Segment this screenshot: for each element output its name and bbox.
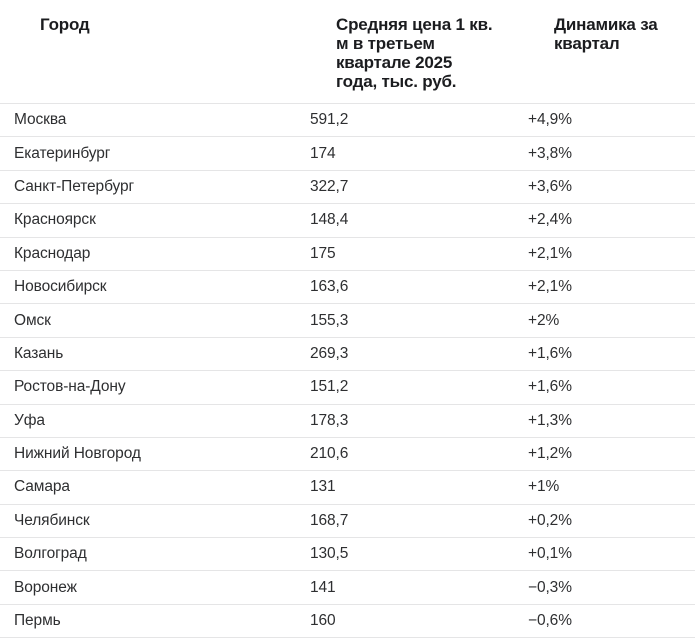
price-cell: 141 (310, 578, 336, 596)
column-header-city: Город (40, 15, 90, 34)
table-row: Воронеж 141 −0,3% (0, 570, 695, 603)
change-cell: +1,3% (528, 411, 572, 429)
column-header-change: Динамика за квартал (554, 15, 658, 54)
change-cell: +2% (528, 311, 560, 329)
price-cell: 591,2 (310, 111, 349, 129)
city-cell: Санкт-Петербург (14, 177, 135, 195)
city-cell: Челябинск (14, 511, 90, 529)
price-cell: 269,3 (310, 344, 349, 362)
table-header-row: Город Средняя цена 1 кв. м в третьем ква… (0, 0, 695, 103)
table-row: Челябинск 168,7 +0,2% (0, 503, 695, 537)
table-row: Екатеринбург 174 +3,8% (0, 136, 695, 169)
price-cell: 174 (310, 144, 336, 162)
table-row: Санкт-Петербург 322,7 +3,6% (0, 169, 695, 203)
city-cell: Омск (14, 311, 51, 329)
change-cell: +4,9% (528, 111, 572, 129)
city-cell: Уфа (14, 411, 45, 429)
change-cell: +1,6% (528, 378, 572, 396)
price-cell: 322,7 (310, 177, 349, 195)
price-cell: 148,4 (310, 211, 349, 229)
table-row: Пермь 160 −0,6% (0, 603, 695, 637)
table-row: Краснодар 175 +2,1% (0, 236, 695, 270)
price-cell: 130,5 (310, 545, 349, 563)
table-row: Казань 269,3 +1,6% (0, 336, 695, 370)
change-cell: −0,6% (528, 612, 572, 630)
change-cell: +2,1% (528, 278, 572, 296)
table-row: Самара 131 +1% (0, 470, 695, 503)
city-cell: Пермь (14, 612, 61, 630)
column-header-price: Средняя цена 1 кв. м в третьем квартале … (336, 15, 493, 92)
city-cell: Новосибирск (14, 278, 107, 296)
change-cell: +3,8% (528, 144, 572, 162)
change-cell: +1,2% (528, 445, 572, 463)
city-cell: Воронеж (14, 578, 77, 596)
table-row: Нижний Новгород 210,6 +1,2% (0, 436, 695, 470)
change-cell: −0,3% (528, 578, 572, 596)
city-cell: Казань (14, 344, 64, 362)
table-row: Уфа 178,3 +1,3% (0, 403, 695, 437)
price-cell: 155,3 (310, 311, 349, 329)
table-body: Москва 591,2 +4,9% Екатеринбург 174 +3,8… (0, 103, 695, 639)
city-cell: Красноярск (14, 211, 96, 229)
city-cell: Краснодар (14, 244, 91, 262)
city-cell: Волгоград (14, 545, 87, 563)
table-row: Омск 155,3 +2% (0, 303, 695, 336)
price-cell: 168,7 (310, 511, 349, 529)
city-cell: Нижний Новгород (14, 445, 141, 463)
price-cell: 151,2 (310, 378, 349, 396)
price-cell: 178,3 (310, 411, 349, 429)
change-cell: +1,6% (528, 344, 572, 362)
price-cell: 210,6 (310, 445, 349, 463)
price-cell: 160 (310, 612, 336, 630)
price-cell: 163,6 (310, 278, 349, 296)
change-cell: +1% (528, 478, 560, 496)
table-row: Новосибирск 163,6 +2,1% (0, 269, 695, 303)
city-cell: Самара (14, 478, 70, 496)
city-cell: Ростов-на-Дону (14, 378, 126, 396)
change-cell: +0,2% (528, 511, 572, 529)
change-cell: +0,1% (528, 545, 572, 563)
change-cell: +2,1% (528, 244, 572, 262)
table-row: Красноярск 148,4 +2,4% (0, 203, 695, 236)
change-cell: +2,4% (528, 211, 572, 229)
table-row: Ростов-на-Дону 151,2 +1,6% (0, 370, 695, 403)
price-cell: 131 (310, 478, 336, 496)
table-row: Москва 591,2 +4,9% (0, 103, 695, 136)
table-row: Волгоград 130,5 +0,1% (0, 537, 695, 570)
city-cell: Екатеринбург (14, 144, 111, 162)
city-cell: Москва (14, 111, 67, 129)
change-cell: +3,6% (528, 177, 572, 195)
price-cell: 175 (310, 244, 336, 262)
